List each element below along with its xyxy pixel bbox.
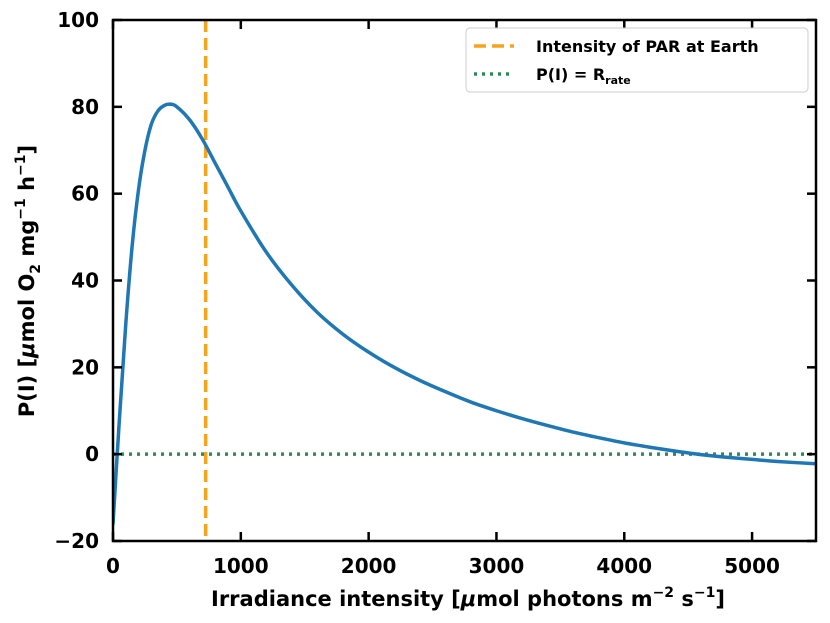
plot-frame xyxy=(111,18,818,543)
x-tick-label: 3000 xyxy=(469,554,525,578)
y-tick-label: 40 xyxy=(71,269,99,293)
y-tick-label: 0 xyxy=(85,442,99,466)
plot-marks xyxy=(113,20,816,541)
y-tick-label: 20 xyxy=(71,355,99,379)
axis-ticks xyxy=(111,18,816,543)
y-axis-label: P(I) [μmol O2 mg−1 h−1] xyxy=(13,145,44,417)
series-line-0 xyxy=(113,102,816,526)
legend: Intensity of PAR at Earth P(I) = Rrate xyxy=(465,27,809,93)
x-tick-label: 5000 xyxy=(724,554,780,578)
x-tick-label: 4000 xyxy=(596,554,652,578)
legend-par-label: Intensity of PAR at Earth xyxy=(536,37,759,56)
y-tick-label: 60 xyxy=(71,182,99,206)
legend-rrate-label: P(I) = Rrate xyxy=(536,65,631,87)
x-tick-label: 1000 xyxy=(213,554,269,578)
y-tick-label: 80 xyxy=(71,95,99,119)
x-tick-label: 2000 xyxy=(341,554,397,578)
y-tick-label: 100 xyxy=(57,8,99,32)
legend-box xyxy=(465,27,809,93)
y-tick-label: −20 xyxy=(54,529,99,553)
x-axis-label: Irradiance intensity [μmol photons m−2 s… xyxy=(211,585,725,611)
x-tick-label: 0 xyxy=(106,554,120,578)
